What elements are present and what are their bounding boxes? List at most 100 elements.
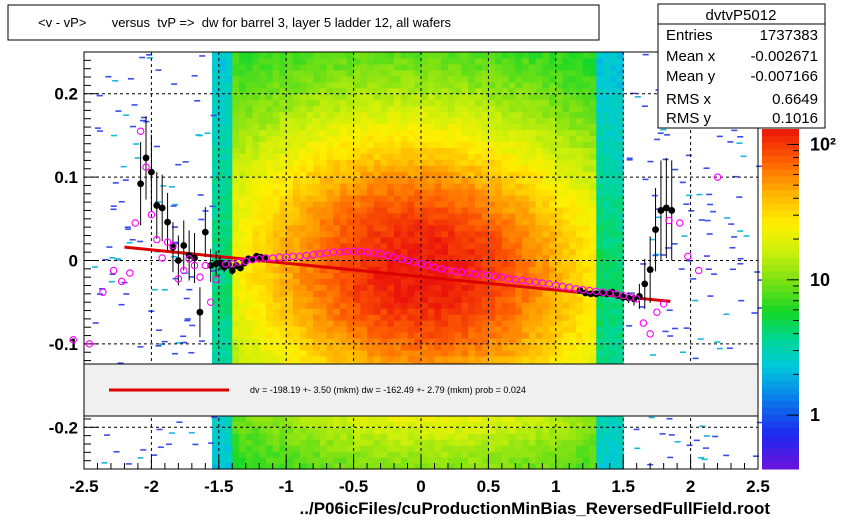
heatmap-cell <box>225 421 233 428</box>
heatmap-cell <box>259 200 267 208</box>
heatmap-cell <box>232 81 240 89</box>
heatmap-cell <box>353 111 361 119</box>
heatmap-cell <box>367 117 375 125</box>
heatmap-cell <box>555 147 564 154</box>
heatmap-cell <box>299 266 308 274</box>
heatmap-cell <box>407 141 415 148</box>
heatmap-cell <box>549 248 557 256</box>
heatmap-cell <box>576 57 584 65</box>
heatmap-cell <box>319 52 328 59</box>
heatmap-cell <box>319 194 328 202</box>
heatmap-cell <box>407 230 415 238</box>
heatmap-cell <box>468 117 476 125</box>
heatmap-cell <box>468 159 476 166</box>
heatmap-cell <box>427 206 436 214</box>
heatmap-cell <box>333 308 341 315</box>
heatmap-cell <box>616 63 624 71</box>
heatmap-cell <box>346 349 355 357</box>
heatmap-cell <box>535 111 543 119</box>
heatmap-cell <box>319 135 328 142</box>
heatmap-cell <box>232 343 240 351</box>
title-frame <box>7 4 600 41</box>
heatmap-cell <box>346 183 355 190</box>
heatmap-cell <box>582 272 591 279</box>
heatmap-cell <box>461 69 469 77</box>
heatmap-cell <box>272 421 281 428</box>
heatmap-cell <box>292 266 301 274</box>
heatmap-cell <box>313 129 321 136</box>
heatmap-cell <box>286 69 294 77</box>
heatmap-outlier <box>176 421 183 423</box>
heatmap-cell <box>407 63 415 71</box>
heatmap-cell <box>367 224 375 232</box>
heatmap-cell <box>528 248 537 256</box>
heatmap-cell <box>313 463 321 470</box>
heatmap-cell <box>245 81 254 89</box>
heatmap-cell <box>400 242 409 250</box>
heatmap-cell <box>252 194 260 202</box>
heatmap-cell <box>299 343 308 351</box>
data-point-open <box>174 275 183 283</box>
data-point-filled <box>662 204 670 212</box>
heatmap-cell <box>340 463 348 470</box>
heatmap-cell <box>259 463 267 470</box>
heatmap-cell <box>562 457 570 464</box>
heatmap-cell <box>333 337 341 345</box>
heatmap-cell <box>333 326 341 333</box>
heatmap-cell <box>495 290 503 297</box>
heatmap-cell <box>549 69 557 77</box>
heatmap-cell <box>481 248 489 256</box>
heatmap-cell <box>569 337 577 345</box>
heatmap-cell <box>225 189 233 196</box>
heatmap-cell <box>387 57 395 65</box>
heatmap-cell <box>407 445 415 452</box>
heatmap-cell <box>447 314 456 321</box>
heatmap-cell <box>245 147 254 154</box>
heatmap-cell <box>441 320 449 327</box>
heatmap-cell <box>562 105 570 113</box>
heatmap-cell <box>616 421 624 428</box>
heatmap-cell <box>555 57 564 65</box>
heatmap-cell <box>306 123 314 131</box>
heatmap-cell <box>461 206 469 214</box>
heatmap-cell <box>373 129 382 136</box>
heatmap-outlier <box>188 431 195 434</box>
heatmap-cell <box>319 433 328 440</box>
heatmap-cell <box>461 302 469 309</box>
heatmap-outlier <box>678 268 685 270</box>
heatmap-cell <box>474 200 483 208</box>
heatmap-cell <box>555 189 564 196</box>
heatmap-cell <box>400 171 409 178</box>
heatmap-cell <box>542 349 550 357</box>
heatmap-cell <box>272 290 281 297</box>
heatmap-cell <box>400 433 409 440</box>
heatmap-cell <box>225 439 233 446</box>
heatmap-cell <box>407 129 415 136</box>
heatmap-cell <box>353 159 361 166</box>
heatmap-cell <box>299 87 308 95</box>
heatmap-cell <box>447 224 456 232</box>
heatmap-cell <box>333 57 341 65</box>
heatmap-cell <box>212 284 220 291</box>
colorbar-segment <box>762 407 799 416</box>
heatmap-cell <box>542 141 550 148</box>
heatmap-cell <box>609 99 618 107</box>
heatmap-cell <box>265 320 274 327</box>
heatmap-cell <box>576 105 584 113</box>
data-point-filled <box>196 308 204 316</box>
heatmap-cell <box>576 147 584 154</box>
heatmap-cell <box>245 165 254 172</box>
heatmap-outlier <box>161 289 168 291</box>
heatmap-cell <box>569 355 577 363</box>
heatmap-cell <box>272 81 281 89</box>
heatmap-outlier <box>172 226 179 228</box>
heatmap-cell <box>421 87 429 95</box>
heatmap-cell <box>346 290 355 297</box>
heatmap-cell <box>535 337 543 345</box>
heatmap-cell <box>616 266 624 274</box>
heatmap-cell <box>481 52 489 59</box>
heatmap-cell <box>286 349 294 357</box>
heatmap-cell <box>468 463 476 470</box>
heatmap-cell <box>616 212 624 220</box>
heatmap-cell <box>454 290 463 297</box>
